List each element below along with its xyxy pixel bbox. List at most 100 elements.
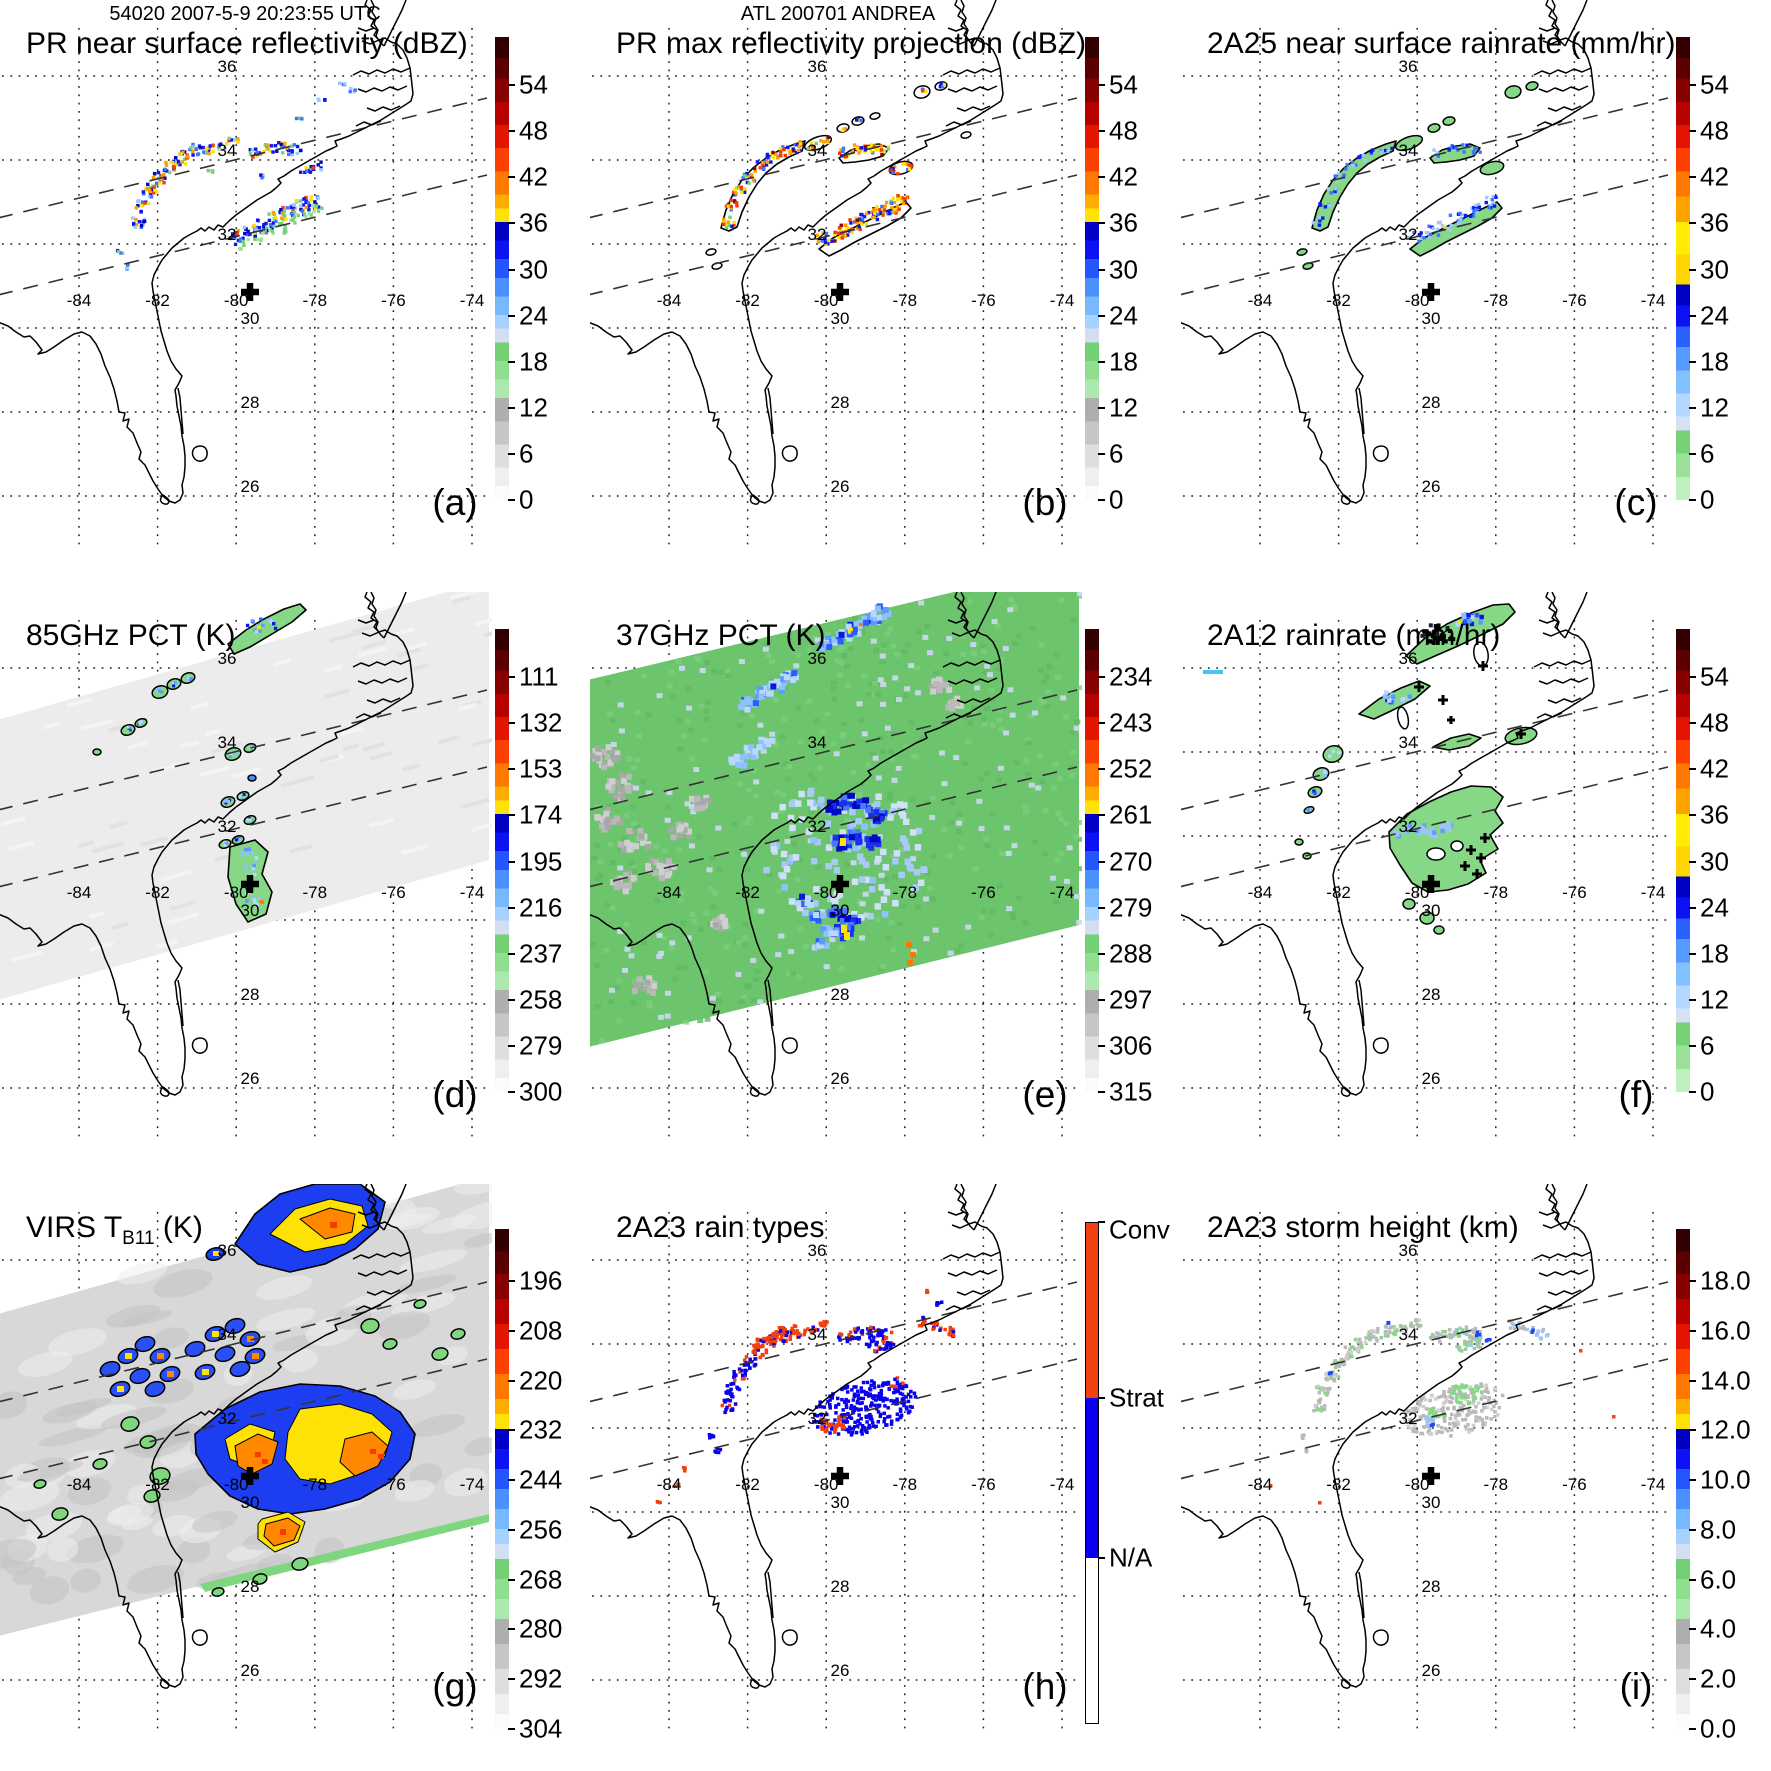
colorbar-tick-label: 174	[519, 799, 563, 830]
svg-text:36: 36	[218, 1241, 237, 1260]
colorbar-tick	[508, 1628, 515, 1631]
svg-text:26: 26	[1422, 1661, 1441, 1680]
colorbar-tick	[508, 906, 515, 909]
swath-edge-lines	[590, 1281, 1078, 1480]
svg-text:-80: -80	[1405, 291, 1430, 310]
svg-text:30: 30	[1422, 901, 1441, 920]
panel-f: -84 -82 -80 -78 -76 -74 36 34 32 30 28 26 2A12 rainr…	[1181, 592, 1771, 1180]
map-canvas-i: -84 -82 -80 -78 -76 -74 36 34 32 30 28 26	[1181, 1184, 1669, 1732]
svg-text:30: 30	[831, 1493, 850, 1512]
colorbar-tick	[508, 722, 515, 725]
colorbar-tick-label: 18.0	[1700, 1265, 1751, 1296]
svg-text:28: 28	[831, 1577, 850, 1596]
svg-text:28: 28	[831, 393, 850, 412]
svg-text:-84: -84	[1248, 883, 1273, 902]
swath-edge-lines	[0, 97, 488, 296]
storm-center-marker	[1422, 1467, 1440, 1485]
colorbar-tick	[1689, 906, 1696, 909]
colorbar-tick-label: 315	[1109, 1076, 1153, 1107]
rain-features	[705, 81, 972, 270]
colorbar-tick-label: 196	[519, 1265, 563, 1296]
svg-text:-78: -78	[303, 1475, 328, 1494]
colorbar-tick-label: 48	[1700, 115, 1729, 146]
rain-features	[655, 1288, 956, 1505]
colorbar-tick	[508, 1528, 515, 1531]
colorbar-tick-label: 270	[1109, 846, 1153, 877]
svg-text:32: 32	[218, 225, 237, 244]
colorbar-tick-label: 36	[1700, 799, 1729, 830]
colorbar-tick-label: 8.0	[1700, 1514, 1737, 1545]
panel-b: -84 -82 -80 -78 -76 -74 36 34 32 30 28 26 PR max ref…	[590, 0, 1180, 588]
storm-center-marker	[1422, 875, 1440, 893]
colorbar-i	[1676, 1229, 1690, 1729]
svg-text:-80: -80	[1405, 1475, 1430, 1494]
colorbar-tick	[508, 360, 515, 363]
colorbar-tick	[508, 268, 515, 271]
colorbar-tick	[1689, 722, 1696, 725]
colorbar-tick-label: 153	[519, 753, 563, 784]
panel-title-a: PR near surface reflectivity (dBZ)	[26, 27, 468, 60]
svg-text:32: 32	[1399, 817, 1418, 836]
colorbar-tick	[1098, 1557, 1105, 1560]
graticule	[592, 28, 1077, 548]
colorbar-tick	[508, 222, 515, 225]
graticule	[2, 28, 487, 548]
svg-text:-78: -78	[893, 883, 918, 902]
svg-text:-82: -82	[735, 883, 760, 902]
svg-text:36: 36	[218, 57, 237, 76]
colorbar-b	[1085, 37, 1099, 500]
map-canvas-f: -84 -82 -80 -78 -76 -74 36 34 32 30 28 26	[1181, 592, 1669, 1140]
colorbar-tick	[1098, 860, 1105, 863]
colorbar-tick	[508, 1280, 515, 1282]
svg-text:30: 30	[1422, 309, 1441, 328]
rain-features	[590, 592, 1082, 1047]
colorbar-a	[495, 37, 509, 500]
colorbar-tick-label: 288	[1109, 938, 1153, 969]
svg-text:30: 30	[831, 309, 850, 328]
colorbar-tick	[508, 130, 515, 133]
panel-title-g: VIRS TB11 (K)	[26, 1211, 203, 1249]
colorbar-tick-label: 54	[1109, 69, 1138, 100]
svg-text:-76: -76	[1562, 1475, 1587, 1494]
svg-text:-78: -78	[893, 291, 918, 310]
svg-text:-80: -80	[224, 1475, 249, 1494]
colorbar-tick	[508, 499, 515, 501]
graticule-labels: -84 -82 -80 -78 -76 -74 36 34 32 30 28 26	[657, 57, 1075, 496]
colorbar-tick-label: 216	[519, 892, 563, 923]
svg-text:34: 34	[218, 141, 237, 160]
svg-text:26: 26	[241, 1069, 260, 1088]
colorbar-tick-label: 0	[519, 484, 534, 515]
storm-center-marker	[241, 1467, 259, 1485]
panel-h: -84 -82 -80 -78 -76 -74 36 34 32 30 28 26 2A23 rain …	[590, 1184, 1180, 1771]
storm-center-marker	[831, 875, 849, 893]
svg-text:-74: -74	[1050, 883, 1075, 902]
storm-center-marker	[831, 1467, 849, 1485]
colorbar-tick	[508, 1329, 515, 1332]
colorbar-tick-label: 54	[1700, 661, 1729, 692]
svg-text:-84: -84	[1248, 1475, 1273, 1494]
coastline	[1181, 0, 1595, 505]
graticule	[1183, 1212, 1668, 1732]
svg-text:-74: -74	[460, 291, 485, 310]
svg-text:34: 34	[808, 141, 827, 160]
panel-a: -84 -82 -80 -78 -76 -74 36 34 32 30 28 26 PR near su…	[0, 0, 590, 588]
svg-text:-84: -84	[657, 291, 682, 310]
svg-text:-74: -74	[1050, 291, 1075, 310]
colorbar-tick-label: 6	[519, 438, 534, 469]
colorbar-f	[1676, 629, 1690, 1092]
coastline	[1181, 1184, 1595, 1689]
panel-letter-e: (e)	[1022, 1074, 1068, 1115]
colorbar-tick-label: 2.0	[1700, 1663, 1737, 1694]
colorbar-tick	[1689, 84, 1696, 87]
svg-text:34: 34	[1399, 141, 1418, 160]
colorbar-tick	[1689, 860, 1696, 863]
colorbar-tick	[508, 1578, 515, 1581]
svg-text:-80: -80	[224, 883, 249, 902]
colorbar-tick-label: 0	[1109, 484, 1124, 515]
svg-text:-84: -84	[1248, 291, 1273, 310]
colorbar-tick	[1098, 84, 1105, 87]
colorbar-tick	[1689, 1379, 1696, 1382]
colorbar-tick-label: 42	[1700, 161, 1729, 192]
map-canvas-d: -84 -82 -80 -78 -76 -74 36 34 32 30 28 26	[0, 592, 492, 1140]
storm-name-header: ATL 200701 ANDREA	[740, 3, 936, 25]
